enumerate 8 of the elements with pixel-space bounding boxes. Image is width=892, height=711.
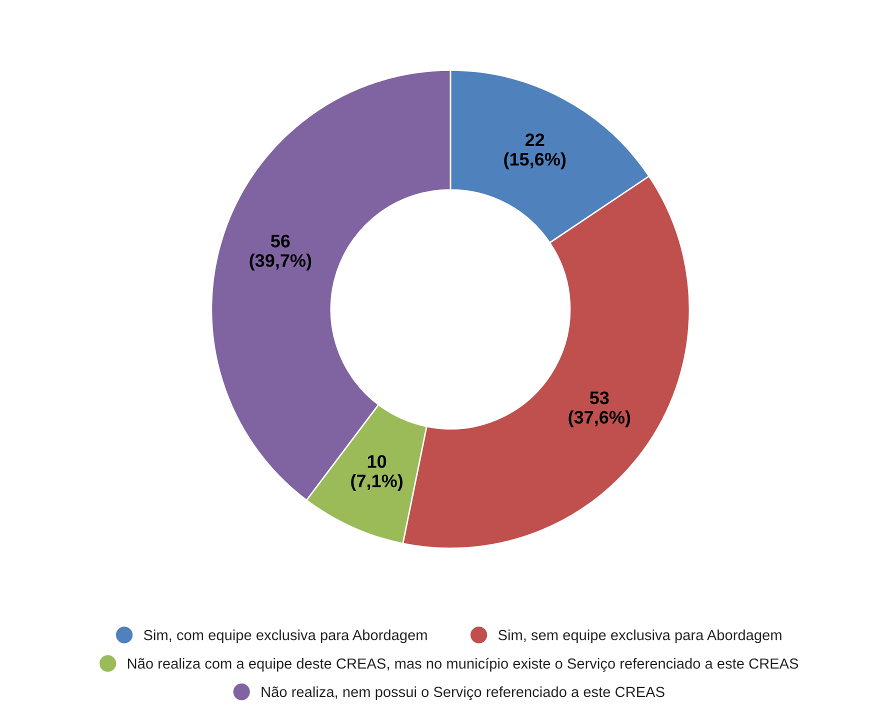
legend-label: Sim, com equipe exclusiva para Abordagem	[144, 630, 427, 644]
data-label: 56 (39,7%)	[250, 234, 312, 271]
data-label: 53 (37,6%)	[568, 391, 630, 428]
data-label: 10 (7,1%)	[351, 455, 402, 491]
data-label: 22 (15,6%)	[504, 133, 566, 170]
legend-label: Não realiza com a equipe deste CREAS, mas no município existe o Serviço referenciado a este CREAS	[128, 658, 798, 672]
legend-label: Sim, sem equipe exclusiva para Abordagem	[498, 630, 782, 644]
legend-label: Não realiza, nem possui o Serviço referenciado a este CREAS	[262, 686, 664, 700]
